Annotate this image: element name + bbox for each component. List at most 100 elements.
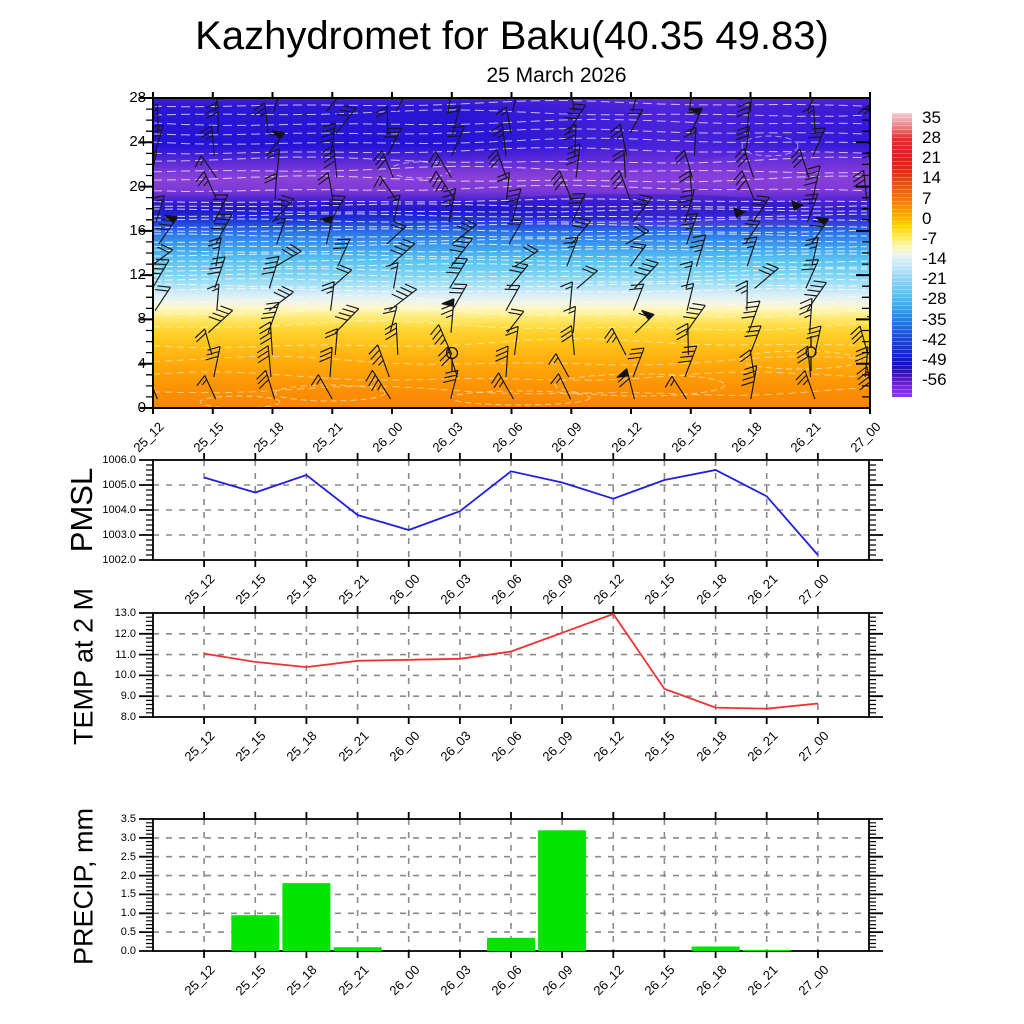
x-tick-label: 25_21 [309, 419, 346, 456]
x-tick-label: 27_00 [795, 728, 832, 765]
x-tick-label: 25_18 [283, 728, 321, 765]
upper-y-tick-label: 16 [129, 221, 146, 239]
temperature-colorbar [892, 113, 912, 397]
y-tick-label: 1004.0 [102, 504, 136, 516]
colorbar-tick-label: 28 [922, 128, 941, 148]
colorbar-tick-label: 14 [922, 168, 941, 188]
x-tick-label: 25_15 [232, 962, 269, 999]
colorbar-tick-label: -42 [922, 329, 947, 349]
y-tick-label: 2.5 [120, 850, 136, 863]
x-tick-label: 25_18 [249, 419, 287, 456]
colorbar-tick-label: -21 [922, 269, 947, 289]
upper-y-tick-label: 20 [129, 177, 146, 195]
upper-y-tick-label: 0 [137, 399, 146, 416]
y-tick-label: 3.5 [120, 813, 136, 825]
x-tick-label: 26_06 [488, 571, 525, 608]
x-tick-label: 26_21 [744, 571, 781, 608]
y-tick-label: 13.0 [114, 607, 136, 619]
colorbar-tick-label: -56 [922, 369, 947, 389]
temp-at-2-m-line [203, 612, 818, 710]
colorbar-tick-label: -28 [922, 289, 947, 309]
x-tick-label: 25_12 [181, 571, 218, 608]
y-tick-label: 8.0 [120, 711, 136, 723]
x-tick-label: 26_15 [641, 962, 679, 999]
x-tick-label: 25_18 [283, 962, 321, 999]
x-tick-label: 26_09 [539, 571, 576, 608]
x-tick-label: 25_21 [334, 728, 372, 765]
x-tick-label: 26_06 [488, 419, 526, 456]
x-tick-label: 25_21 [334, 962, 372, 999]
y-tick-label: 10.0 [114, 669, 136, 682]
upper-y-tick-label: 4 [137, 354, 146, 372]
y-tick-label: 11.0 [115, 648, 136, 661]
page-title: Kazhydromet for Baku(40.35 49.83) [195, 14, 829, 58]
colorbar-tick-label: -7 [922, 228, 938, 248]
upper-air-purple-region [153, 98, 870, 226]
x-tick-label: 26_15 [641, 571, 679, 608]
pmsl-line [203, 469, 819, 556]
x-tick-label: 26_12 [590, 728, 627, 765]
x-tick-label: 26_03 [429, 419, 466, 456]
x-tick-label: 26_00 [369, 419, 406, 456]
x-tick-label: 25_12 [181, 962, 218, 999]
x-tick-label: 26_03 [437, 728, 474, 765]
y-tick-label: 9.0 [120, 690, 136, 703]
colorbar-tick-label: 7 [922, 188, 932, 208]
x-tick-label: 25_12 [130, 419, 167, 456]
x-tick-label: 26_00 [386, 728, 423, 765]
y-tick-label: 1005.0 [102, 479, 136, 491]
x-tick-label: 26_03 [437, 571, 474, 608]
precip-bar [231, 915, 280, 951]
x-tick-label: 26_00 [386, 571, 423, 608]
x-tick-label: 27_00 [847, 419, 884, 456]
x-tick-label: 26_21 [744, 962, 781, 999]
y-tick-label: 0.0 [120, 945, 136, 957]
y-tick-label: 12.0 [114, 627, 136, 640]
colorbar-tick-label: -49 [922, 349, 947, 369]
y-tick-label: 1.5 [120, 888, 136, 901]
y-tick-label: 0.5 [120, 926, 136, 939]
x-tick-label: 27_00 [795, 962, 832, 999]
x-tick-label: 25_21 [334, 571, 372, 608]
x-tick-label: 26_18 [692, 571, 730, 608]
x-tick-label: 26_09 [548, 419, 585, 456]
x-tick-label: 26_09 [539, 728, 576, 765]
upper-y-tick-label: 28 [129, 89, 146, 106]
x-tick-label: 25_15 [232, 728, 269, 765]
y-tick-label: 3.0 [120, 831, 136, 844]
x-tick-label: 26_15 [641, 728, 679, 765]
x-tick-label: 25_18 [283, 571, 321, 608]
x-tick-label: 26_06 [488, 962, 525, 999]
y-tick-label: 1006.0 [102, 454, 136, 466]
x-tick-label: 26_06 [488, 728, 525, 765]
y-tick-label: 1002.0 [102, 554, 136, 566]
temp-axis-title: TEMP at 2 M [68, 587, 99, 746]
colorbar-tick-label: -14 [922, 249, 947, 269]
x-tick-label: 26_18 [692, 962, 730, 999]
precip-bar [742, 949, 791, 951]
precip-bar [691, 946, 740, 951]
x-tick-label: 26_12 [608, 419, 645, 456]
colorbar-tick-label: 21 [922, 148, 941, 168]
precip-bar [487, 937, 535, 951]
y-tick-label: 1003.0 [102, 529, 136, 541]
x-tick-label: 25_15 [190, 419, 227, 456]
upper-y-tick-label: 12 [129, 266, 146, 284]
x-tick-label: 25_12 [181, 728, 218, 765]
x-tick-label: 26_09 [539, 962, 576, 999]
precip-bar [333, 947, 382, 951]
x-tick-label: 26_21 [744, 728, 781, 765]
upper-y-tick-label: 8 [137, 310, 146, 328]
x-tick-label: 26_12 [590, 571, 627, 608]
x-tick-label: 26_03 [437, 962, 474, 999]
precip-bar [282, 883, 331, 951]
upper-y-tick-label: 24 [129, 133, 146, 151]
x-tick-label: 26_18 [692, 728, 730, 765]
colorbar-tick-label: -35 [922, 309, 947, 329]
x-tick-label: 26_15 [668, 419, 705, 456]
x-tick-label: 26_00 [386, 962, 423, 999]
x-tick-label: 25_15 [232, 571, 269, 608]
x-tick-label: 27_00 [795, 571, 832, 608]
y-tick-label: 1.0 [120, 907, 136, 920]
